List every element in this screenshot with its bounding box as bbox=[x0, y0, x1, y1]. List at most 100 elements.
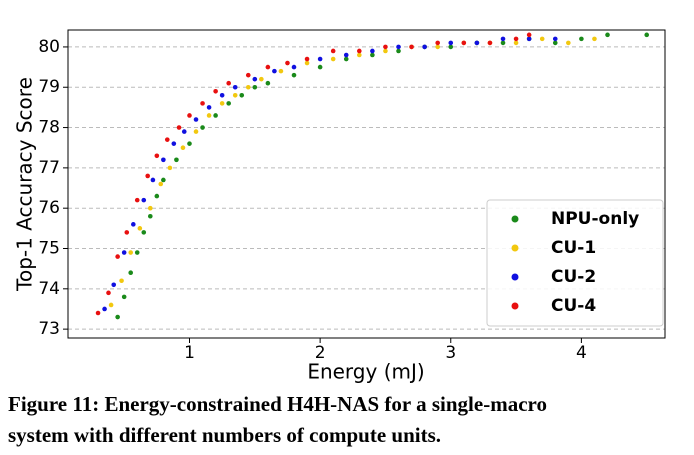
point bbox=[435, 40, 440, 46]
point bbox=[181, 129, 187, 134]
point bbox=[193, 117, 199, 122]
point bbox=[265, 80, 271, 86]
point bbox=[552, 40, 558, 46]
point bbox=[128, 250, 134, 255]
point bbox=[176, 125, 182, 130]
legend-label: NPU-only bbox=[551, 209, 639, 229]
point bbox=[119, 278, 124, 284]
point bbox=[245, 72, 251, 78]
point bbox=[409, 44, 414, 50]
point bbox=[566, 40, 571, 46]
point bbox=[174, 157, 179, 163]
point bbox=[513, 36, 519, 42]
point bbox=[124, 230, 130, 235]
point bbox=[343, 52, 349, 58]
point bbox=[128, 270, 134, 275]
point bbox=[145, 173, 150, 179]
point bbox=[193, 129, 199, 134]
point bbox=[150, 177, 156, 183]
point bbox=[121, 294, 127, 300]
point bbox=[278, 68, 284, 74]
point bbox=[213, 88, 218, 94]
point bbox=[513, 40, 519, 46]
y-axis-label: Top-1 Accuracy Score bbox=[13, 77, 37, 292]
y-tick-label: 74 bbox=[38, 279, 60, 299]
point bbox=[108, 302, 114, 308]
point bbox=[131, 222, 136, 227]
point bbox=[285, 60, 290, 66]
y-tick-label: 73 bbox=[38, 319, 60, 339]
point bbox=[317, 56, 323, 62]
point bbox=[644, 32, 650, 38]
legend-label: CU-4 bbox=[551, 296, 596, 316]
point bbox=[383, 48, 388, 54]
point bbox=[167, 165, 173, 171]
legend-label: CU-2 bbox=[551, 267, 596, 287]
point bbox=[396, 48, 401, 54]
point bbox=[605, 32, 610, 38]
point bbox=[343, 56, 349, 62]
legend-marker bbox=[511, 215, 519, 223]
point bbox=[500, 36, 506, 42]
point bbox=[206, 105, 212, 110]
point bbox=[154, 193, 160, 199]
point bbox=[383, 44, 388, 50]
point bbox=[487, 40, 493, 46]
point bbox=[396, 44, 401, 50]
point bbox=[526, 32, 532, 38]
legend-marker bbox=[511, 302, 519, 310]
point bbox=[115, 254, 120, 259]
x-tick-label: 2 bbox=[315, 343, 326, 363]
point bbox=[500, 40, 506, 46]
point bbox=[219, 93, 225, 98]
point bbox=[95, 310, 101, 316]
point bbox=[200, 101, 205, 106]
point bbox=[187, 141, 192, 146]
point bbox=[304, 60, 310, 66]
y-tick-label: 79 bbox=[38, 77, 60, 97]
point bbox=[180, 145, 186, 151]
point bbox=[187, 113, 192, 118]
x-tick-label: 3 bbox=[445, 343, 456, 363]
point bbox=[592, 36, 597, 42]
point bbox=[330, 56, 336, 62]
point bbox=[252, 84, 258, 90]
y-tick-label: 75 bbox=[38, 239, 60, 259]
point bbox=[226, 80, 231, 86]
point bbox=[147, 213, 153, 219]
point bbox=[330, 48, 336, 54]
point bbox=[226, 101, 231, 106]
point bbox=[291, 64, 297, 70]
point bbox=[272, 68, 277, 74]
point bbox=[526, 36, 532, 42]
point bbox=[357, 48, 362, 54]
point bbox=[539, 36, 545, 42]
point bbox=[171, 141, 177, 146]
legend-marker bbox=[511, 273, 519, 281]
legend-box bbox=[486, 199, 664, 327]
point bbox=[111, 282, 117, 288]
y-tick-label: 80 bbox=[38, 37, 60, 57]
point bbox=[154, 153, 160, 159]
point bbox=[115, 314, 120, 320]
legend-label: CU-1 bbox=[551, 238, 596, 258]
point bbox=[474, 40, 480, 46]
point bbox=[161, 177, 166, 183]
point bbox=[370, 48, 375, 54]
point bbox=[259, 76, 264, 82]
point bbox=[141, 197, 147, 203]
point bbox=[206, 113, 212, 118]
point bbox=[461, 40, 467, 46]
point bbox=[357, 52, 362, 58]
legend-marker bbox=[511, 244, 519, 252]
point bbox=[304, 56, 310, 62]
x-axis-label: Energy (mJ) bbox=[307, 360, 424, 384]
point bbox=[370, 52, 375, 58]
point bbox=[265, 64, 271, 70]
point bbox=[102, 306, 107, 312]
point bbox=[164, 137, 170, 142]
point bbox=[317, 64, 323, 70]
point bbox=[134, 250, 140, 255]
point bbox=[106, 290, 111, 296]
